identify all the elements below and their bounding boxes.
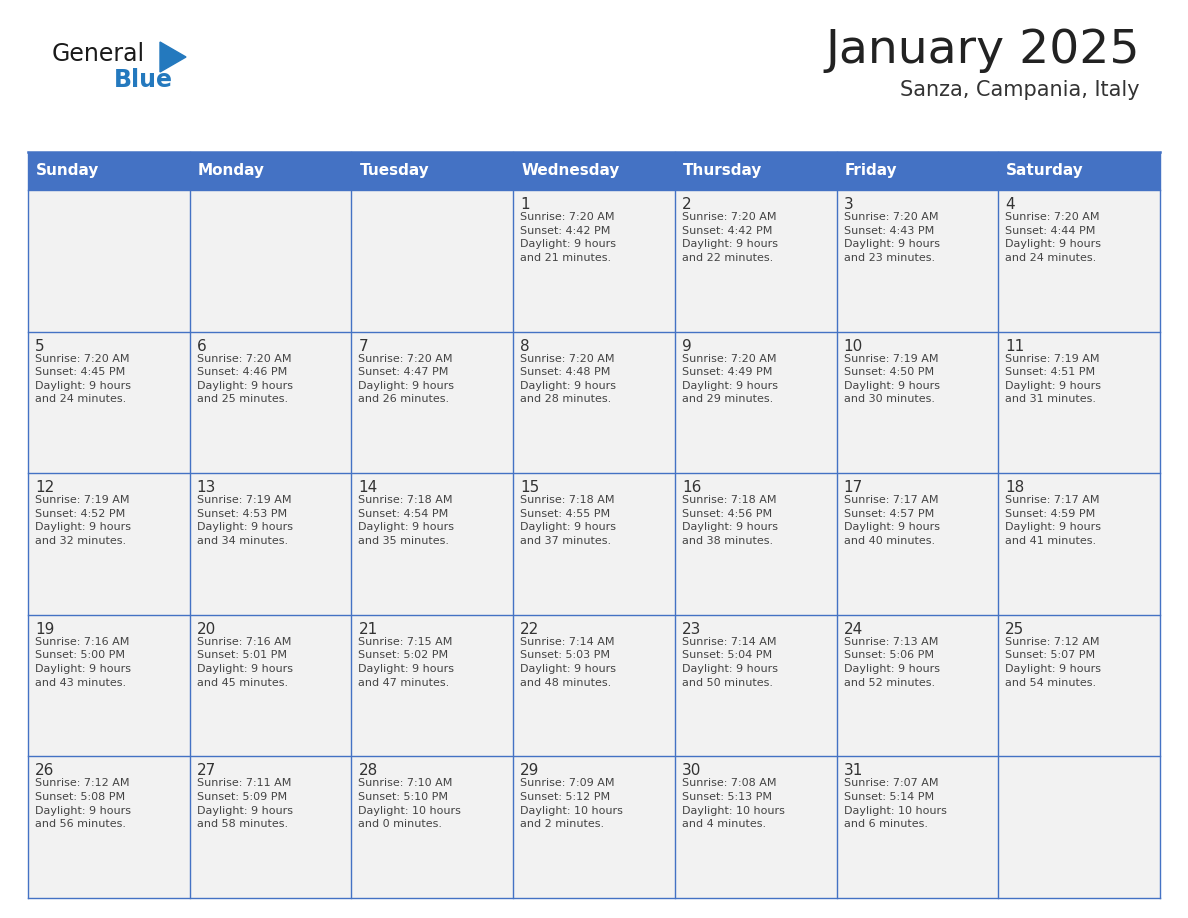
Text: 27: 27 bbox=[197, 764, 216, 778]
Text: 19: 19 bbox=[34, 621, 55, 637]
Text: 14: 14 bbox=[359, 480, 378, 495]
Text: 21: 21 bbox=[359, 621, 378, 637]
Text: 30: 30 bbox=[682, 764, 701, 778]
Bar bbox=[513, 152, 675, 190]
Bar bbox=[29, 152, 190, 190]
Text: Sunrise: 7:14 AM
Sunset: 5:03 PM
Daylight: 9 hours
and 48 minutes.: Sunrise: 7:14 AM Sunset: 5:03 PM Dayligh… bbox=[520, 637, 617, 688]
Text: Sunrise: 7:08 AM
Sunset: 5:13 PM
Daylight: 10 hours
and 4 minutes.: Sunrise: 7:08 AM Sunset: 5:13 PM Dayligh… bbox=[682, 778, 785, 829]
Text: 31: 31 bbox=[843, 764, 862, 778]
Text: Sunrise: 7:20 AM
Sunset: 4:42 PM
Daylight: 9 hours
and 22 minutes.: Sunrise: 7:20 AM Sunset: 4:42 PM Dayligh… bbox=[682, 212, 778, 263]
Text: Sunrise: 7:20 AM
Sunset: 4:42 PM
Daylight: 9 hours
and 21 minutes.: Sunrise: 7:20 AM Sunset: 4:42 PM Dayligh… bbox=[520, 212, 617, 263]
Text: Sunrise: 7:13 AM
Sunset: 5:06 PM
Daylight: 9 hours
and 52 minutes.: Sunrise: 7:13 AM Sunset: 5:06 PM Dayligh… bbox=[843, 637, 940, 688]
Text: Sunrise: 7:12 AM
Sunset: 5:08 PM
Daylight: 9 hours
and 56 minutes.: Sunrise: 7:12 AM Sunset: 5:08 PM Dayligh… bbox=[34, 778, 131, 829]
Text: Saturday: Saturday bbox=[1006, 163, 1083, 178]
Text: Sunrise: 7:20 AM
Sunset: 4:49 PM
Daylight: 9 hours
and 29 minutes.: Sunrise: 7:20 AM Sunset: 4:49 PM Dayligh… bbox=[682, 353, 778, 405]
Text: January 2025: January 2025 bbox=[826, 28, 1140, 73]
Bar bbox=[998, 152, 1159, 190]
Text: General: General bbox=[52, 42, 145, 66]
Text: 23: 23 bbox=[682, 621, 701, 637]
Text: Sunrise: 7:07 AM
Sunset: 5:14 PM
Daylight: 10 hours
and 6 minutes.: Sunrise: 7:07 AM Sunset: 5:14 PM Dayligh… bbox=[843, 778, 947, 829]
Text: 29: 29 bbox=[520, 764, 539, 778]
Text: 20: 20 bbox=[197, 621, 216, 637]
Text: 24: 24 bbox=[843, 621, 862, 637]
Text: 17: 17 bbox=[843, 480, 862, 495]
Text: 11: 11 bbox=[1005, 339, 1024, 353]
Text: Sunrise: 7:19 AM
Sunset: 4:53 PM
Daylight: 9 hours
and 34 minutes.: Sunrise: 7:19 AM Sunset: 4:53 PM Dayligh… bbox=[197, 495, 292, 546]
Text: Sunrise: 7:17 AM
Sunset: 4:57 PM
Daylight: 9 hours
and 40 minutes.: Sunrise: 7:17 AM Sunset: 4:57 PM Dayligh… bbox=[843, 495, 940, 546]
Text: 18: 18 bbox=[1005, 480, 1024, 495]
Text: 4: 4 bbox=[1005, 197, 1015, 212]
Text: 5: 5 bbox=[34, 339, 45, 353]
Text: Sunday: Sunday bbox=[36, 163, 100, 178]
Text: Sunrise: 7:15 AM
Sunset: 5:02 PM
Daylight: 9 hours
and 47 minutes.: Sunrise: 7:15 AM Sunset: 5:02 PM Dayligh… bbox=[359, 637, 455, 688]
Bar bbox=[190, 152, 352, 190]
Text: Sunrise: 7:11 AM
Sunset: 5:09 PM
Daylight: 9 hours
and 58 minutes.: Sunrise: 7:11 AM Sunset: 5:09 PM Dayligh… bbox=[197, 778, 292, 829]
Text: 13: 13 bbox=[197, 480, 216, 495]
Text: Sunrise: 7:20 AM
Sunset: 4:43 PM
Daylight: 9 hours
and 23 minutes.: Sunrise: 7:20 AM Sunset: 4:43 PM Dayligh… bbox=[843, 212, 940, 263]
Text: Sunrise: 7:20 AM
Sunset: 4:44 PM
Daylight: 9 hours
and 24 minutes.: Sunrise: 7:20 AM Sunset: 4:44 PM Dayligh… bbox=[1005, 212, 1101, 263]
Text: Sunrise: 7:17 AM
Sunset: 4:59 PM
Daylight: 9 hours
and 41 minutes.: Sunrise: 7:17 AM Sunset: 4:59 PM Dayligh… bbox=[1005, 495, 1101, 546]
Text: 7: 7 bbox=[359, 339, 368, 353]
Text: 6: 6 bbox=[197, 339, 207, 353]
Text: 15: 15 bbox=[520, 480, 539, 495]
Text: Sunrise: 7:09 AM
Sunset: 5:12 PM
Daylight: 10 hours
and 2 minutes.: Sunrise: 7:09 AM Sunset: 5:12 PM Dayligh… bbox=[520, 778, 623, 829]
Text: 26: 26 bbox=[34, 764, 55, 778]
Text: Sunrise: 7:10 AM
Sunset: 5:10 PM
Daylight: 10 hours
and 0 minutes.: Sunrise: 7:10 AM Sunset: 5:10 PM Dayligh… bbox=[359, 778, 461, 829]
Text: Sunrise: 7:19 AM
Sunset: 4:52 PM
Daylight: 9 hours
and 32 minutes.: Sunrise: 7:19 AM Sunset: 4:52 PM Dayligh… bbox=[34, 495, 131, 546]
Text: Sunrise: 7:16 AM
Sunset: 5:01 PM
Daylight: 9 hours
and 45 minutes.: Sunrise: 7:16 AM Sunset: 5:01 PM Dayligh… bbox=[197, 637, 292, 688]
Text: Sunrise: 7:12 AM
Sunset: 5:07 PM
Daylight: 9 hours
and 54 minutes.: Sunrise: 7:12 AM Sunset: 5:07 PM Dayligh… bbox=[1005, 637, 1101, 688]
Text: Sunrise: 7:19 AM
Sunset: 4:51 PM
Daylight: 9 hours
and 31 minutes.: Sunrise: 7:19 AM Sunset: 4:51 PM Dayligh… bbox=[1005, 353, 1101, 405]
Text: 8: 8 bbox=[520, 339, 530, 353]
Text: 28: 28 bbox=[359, 764, 378, 778]
Text: Sunrise: 7:19 AM
Sunset: 4:50 PM
Daylight: 9 hours
and 30 minutes.: Sunrise: 7:19 AM Sunset: 4:50 PM Dayligh… bbox=[843, 353, 940, 405]
Bar bbox=[29, 152, 1159, 898]
Text: Sunrise: 7:16 AM
Sunset: 5:00 PM
Daylight: 9 hours
and 43 minutes.: Sunrise: 7:16 AM Sunset: 5:00 PM Dayligh… bbox=[34, 637, 131, 688]
Bar bbox=[675, 152, 836, 190]
Polygon shape bbox=[160, 42, 187, 72]
Text: Wednesday: Wednesday bbox=[522, 163, 619, 178]
Text: Blue: Blue bbox=[114, 68, 173, 92]
Text: Thursday: Thursday bbox=[683, 163, 763, 178]
Text: 25: 25 bbox=[1005, 621, 1024, 637]
Text: 9: 9 bbox=[682, 339, 691, 353]
Text: 12: 12 bbox=[34, 480, 55, 495]
Bar bbox=[836, 152, 998, 190]
Text: Sunrise: 7:18 AM
Sunset: 4:54 PM
Daylight: 9 hours
and 35 minutes.: Sunrise: 7:18 AM Sunset: 4:54 PM Dayligh… bbox=[359, 495, 455, 546]
Text: 16: 16 bbox=[682, 480, 701, 495]
Text: Sunrise: 7:14 AM
Sunset: 5:04 PM
Daylight: 9 hours
and 50 minutes.: Sunrise: 7:14 AM Sunset: 5:04 PM Dayligh… bbox=[682, 637, 778, 688]
Text: Sunrise: 7:20 AM
Sunset: 4:47 PM
Daylight: 9 hours
and 26 minutes.: Sunrise: 7:20 AM Sunset: 4:47 PM Dayligh… bbox=[359, 353, 455, 405]
Bar bbox=[352, 152, 513, 190]
Text: 3: 3 bbox=[843, 197, 853, 212]
Text: Sunrise: 7:18 AM
Sunset: 4:56 PM
Daylight: 9 hours
and 38 minutes.: Sunrise: 7:18 AM Sunset: 4:56 PM Dayligh… bbox=[682, 495, 778, 546]
Text: Sunrise: 7:20 AM
Sunset: 4:45 PM
Daylight: 9 hours
and 24 minutes.: Sunrise: 7:20 AM Sunset: 4:45 PM Dayligh… bbox=[34, 353, 131, 405]
Text: 10: 10 bbox=[843, 339, 862, 353]
Text: 22: 22 bbox=[520, 621, 539, 637]
Text: Sunrise: 7:18 AM
Sunset: 4:55 PM
Daylight: 9 hours
and 37 minutes.: Sunrise: 7:18 AM Sunset: 4:55 PM Dayligh… bbox=[520, 495, 617, 546]
Text: Sunrise: 7:20 AM
Sunset: 4:48 PM
Daylight: 9 hours
and 28 minutes.: Sunrise: 7:20 AM Sunset: 4:48 PM Dayligh… bbox=[520, 353, 617, 405]
Text: Sanza, Campania, Italy: Sanza, Campania, Italy bbox=[901, 80, 1140, 100]
Text: Sunrise: 7:20 AM
Sunset: 4:46 PM
Daylight: 9 hours
and 25 minutes.: Sunrise: 7:20 AM Sunset: 4:46 PM Dayligh… bbox=[197, 353, 292, 405]
Text: Monday: Monday bbox=[197, 163, 265, 178]
Text: 2: 2 bbox=[682, 197, 691, 212]
Text: Tuesday: Tuesday bbox=[360, 163, 429, 178]
Text: Friday: Friday bbox=[845, 163, 897, 178]
Text: 1: 1 bbox=[520, 197, 530, 212]
